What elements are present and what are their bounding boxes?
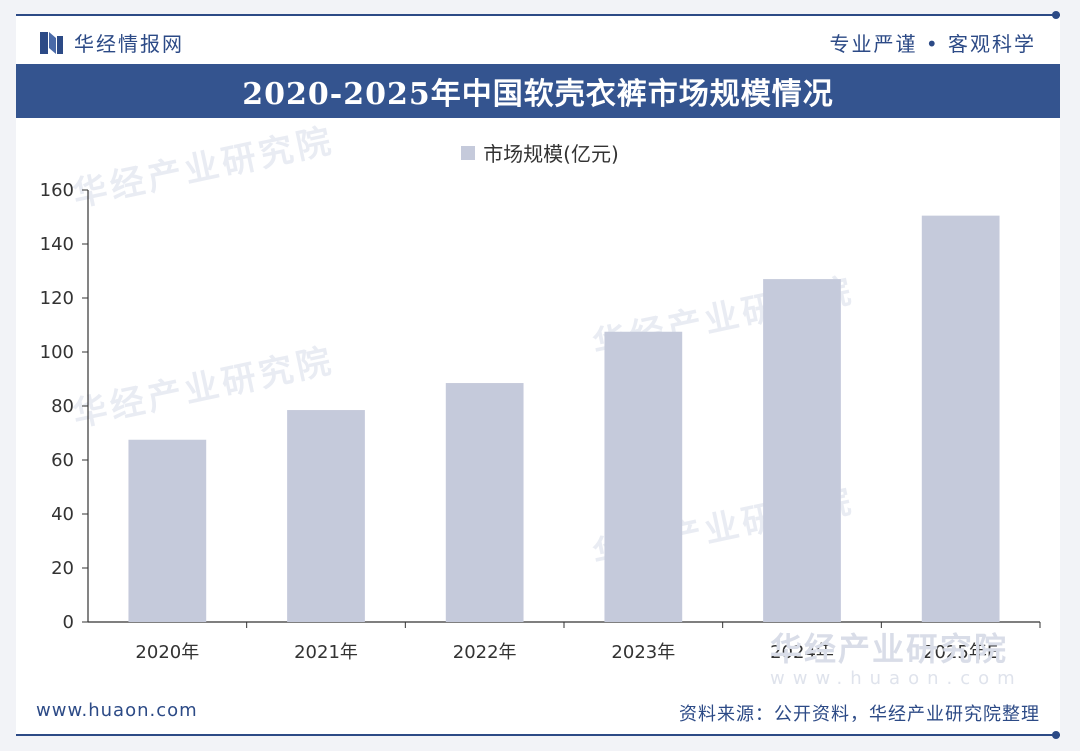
bar [763,279,841,622]
watermark-bottom: 华经产业研究院 [770,630,1009,668]
x-tick-label: 2025年E [923,642,998,663]
header: 华经情报网 专业严谨 • 客观科学 [16,16,1060,64]
x-tick-label: 2023年 [611,642,675,663]
y-tick-label: 160 [40,180,74,201]
brand-logo-icon [40,31,63,54]
title-bar: 2020-2025年中国软壳衣裤市场规模情况 [16,64,1060,118]
y-tick-label: 20 [51,558,74,579]
brand-name: 华经情报网 [74,32,184,56]
bottom-rule [16,734,1060,736]
corner-dot-top [1052,11,1060,19]
x-tick-label: 2022年 [453,642,517,663]
watermark-url: www.huaon.com [770,668,1023,689]
x-tick-label: 2020年 [135,642,199,663]
bar [604,331,683,622]
bar [128,439,207,622]
y-tick-label: 80 [51,396,74,417]
y-tick-label: 140 [40,234,74,255]
legend-swatch [461,145,476,160]
footer-website[interactable]: www.huaon.com [36,700,198,721]
footer-source: 资料来源：公开资料，华经产业研究院整理 [679,704,1040,725]
bar [445,383,524,622]
legend: 市场规模(亿元) [0,138,1080,167]
bar [921,215,1000,622]
chart-title: 2020-2025年中国软壳衣裤市场规模情况 [242,77,834,112]
y-tick-label: 40 [51,504,74,525]
y-tick-label: 60 [51,450,74,471]
corner-dot-bottom [1052,731,1060,739]
top-rule [16,14,1060,16]
slogan: 专业严谨 • 客观科学 [829,32,1036,56]
x-tick-label: 2021年 [294,642,358,663]
y-tick-label: 0 [63,612,74,633]
y-tick-label: 100 [40,342,74,363]
bar [287,410,365,622]
x-tick-label: 2024年 [770,642,834,663]
y-tick-label: 120 [40,288,74,309]
legend-label: 市场规模(亿元) [483,142,619,166]
brand-logo: 华经情报网 [40,28,184,57]
